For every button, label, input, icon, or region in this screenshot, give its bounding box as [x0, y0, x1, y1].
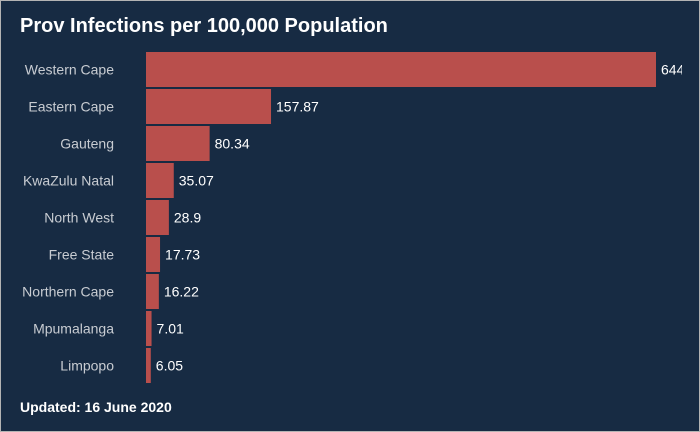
value-label-free-state: 17.73 [165, 247, 200, 263]
updated-note: Updated: 16 June 2020 [20, 399, 172, 415]
category-label-gauteng: Gauteng [60, 136, 114, 152]
value-label-limpopo: 6.05 [156, 358, 183, 374]
value-label-western-cape: 644 [661, 62, 685, 78]
bar-gauteng [146, 126, 210, 161]
category-label-kwazulu-natal: KwaZulu Natal [23, 173, 114, 189]
value-label-north-west: 28.9 [174, 210, 201, 226]
bar-northern-cape [146, 274, 159, 309]
category-label-western-cape: Western Cape [25, 62, 114, 78]
category-label-north-west: North West [44, 210, 114, 226]
value-label-northern-cape: 16.22 [164, 284, 199, 300]
bar-eastern-cape [146, 89, 272, 124]
value-label-mpumalanga: 7.01 [157, 321, 184, 337]
category-label-mpumalanga: Mpumalanga [33, 321, 114, 337]
bar-north-west [146, 200, 169, 235]
value-label-gauteng: 80.34 [215, 136, 250, 152]
category-label-limpopo: Limpopo [60, 358, 114, 374]
bar-kwazulu-natal [146, 163, 174, 198]
bar-western-cape [146, 52, 656, 87]
value-label-eastern-cape: 157.87 [276, 99, 319, 115]
category-label-eastern-cape: Eastern Cape [28, 99, 114, 115]
bar-limpopo [146, 348, 151, 383]
chart-title: Prov Infections per 100,000 Population [20, 15, 388, 37]
category-label-northern-cape: Northern Cape [22, 284, 114, 300]
value-label-kwazulu-natal: 35.07 [179, 173, 214, 189]
bar-mpumalanga [146, 311, 152, 346]
category-label-free-state: Free State [49, 247, 115, 263]
bar-free-state [146, 237, 161, 272]
